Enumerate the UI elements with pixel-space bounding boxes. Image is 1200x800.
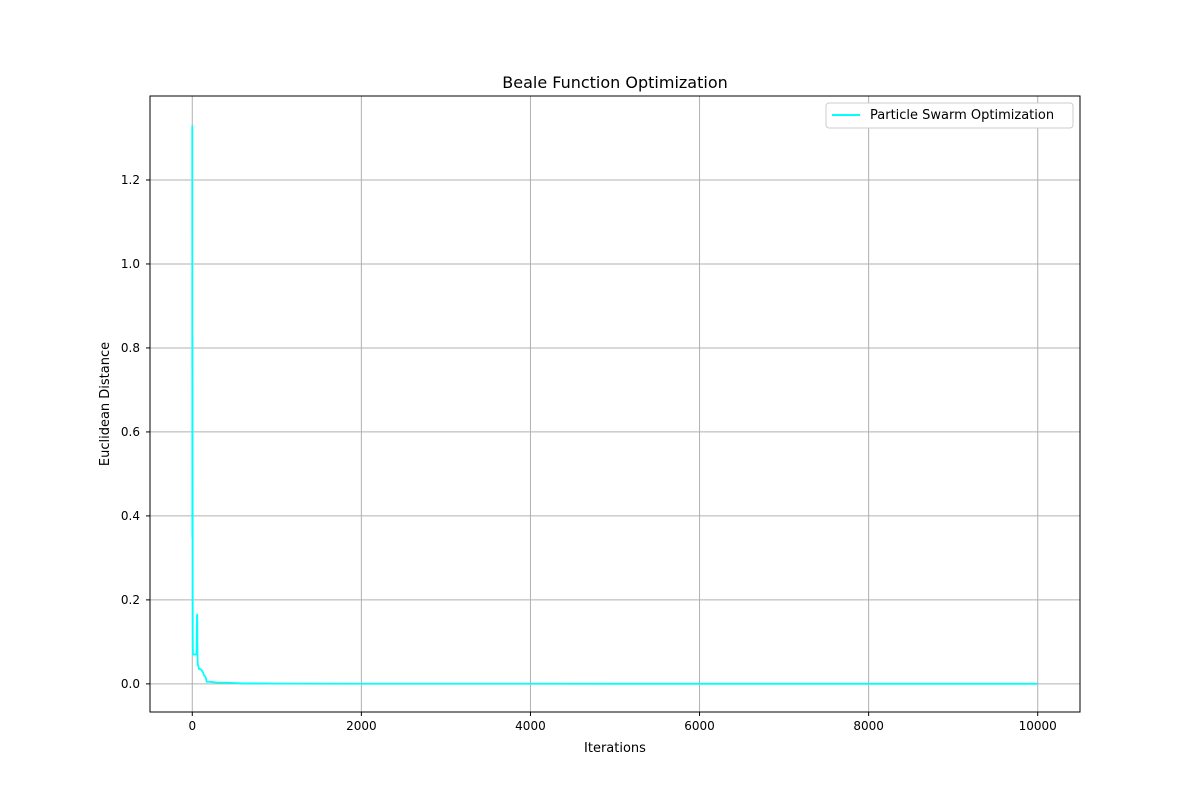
y-tick-label: 0.0: [121, 677, 140, 691]
x-tick-label: 8000: [853, 719, 884, 733]
x-tick-label: 4000: [515, 719, 546, 733]
chart-title: Beale Function Optimization: [502, 73, 728, 92]
x-tick-label: 10000: [1019, 719, 1057, 733]
x-axis-ticks: 0 2000 4000 6000 8000 10000: [188, 712, 1057, 733]
legend: Particle Swarm Optimization: [825, 102, 1074, 129]
grid-lines: [150, 96, 1080, 712]
x-tick-label: 2000: [346, 719, 377, 733]
plot-area: [150, 96, 1080, 712]
x-axis-label: Iterations: [584, 741, 646, 756]
x-tick-label: 0: [188, 719, 196, 733]
y-tick-label: 0.2: [121, 593, 140, 607]
y-tick-label: 0.4: [121, 509, 140, 523]
y-axis-ticks: 0.0 0.2 0.4 0.6 0.8 1.0 1.2: [121, 173, 150, 691]
series-layer: [191, 125, 1038, 685]
x-tick-label: 6000: [684, 719, 715, 733]
series-line: [191, 125, 1038, 685]
y-tick-label: 1.0: [121, 257, 140, 271]
legend-label: Particle Swarm Optimization: [870, 108, 1054, 123]
y-tick-label: 0.6: [121, 425, 140, 439]
y-tick-label: 1.2: [121, 173, 140, 187]
y-tick-label: 0.8: [121, 341, 140, 355]
legend-box: [825, 102, 1074, 129]
y-axis-label: Euclidean Distance: [98, 342, 113, 466]
plot-frame: [149, 95, 1081, 713]
